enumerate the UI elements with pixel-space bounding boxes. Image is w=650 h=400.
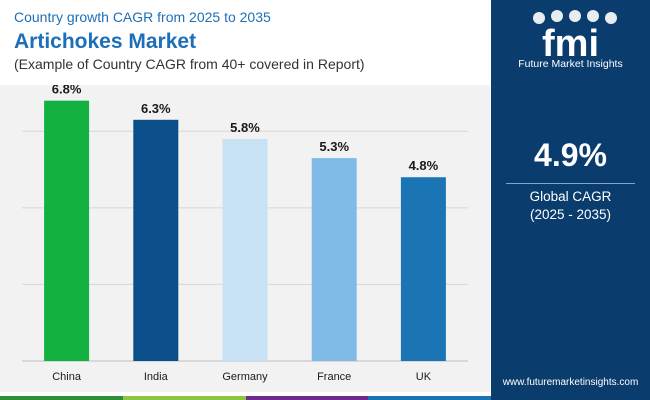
global-cagr-label: Global CAGR <box>529 189 612 204</box>
chart-header: Country growth CAGR from 2025 to 2035 Ar… <box>0 0 490 80</box>
global-cagr-value: 4.9% <box>534 137 607 173</box>
bar-chart: 6.8% China 6.3% India 5.8% Germany 5.3% France 4… <box>22 85 468 383</box>
chart-subtitle: Country growth CAGR from 2025 to 2035 <box>14 9 271 25</box>
footer-color-bar <box>0 396 491 400</box>
footer-segment-0 <box>0 396 123 400</box>
bar-uk <box>400 177 446 361</box>
fmi-logo: fmi <box>533 10 617 65</box>
kpi-divider <box>506 183 635 184</box>
tick-label-germany: Germany <box>222 371 268 383</box>
bar-china <box>44 100 90 362</box>
logo-caption: Future Market Insights <box>518 58 623 70</box>
data-label-china: 6.8% <box>52 85 82 97</box>
data-label-france: 5.3% <box>319 139 349 154</box>
bar-france <box>311 158 357 361</box>
tick-label-india: India <box>144 371 169 383</box>
sidebar-panel: fmi Future Market Insights 4.9% Global C… <box>491 0 650 400</box>
data-label-germany: 5.8% <box>230 120 260 135</box>
logo-text: fmi <box>542 23 599 65</box>
data-label-uk: 4.8% <box>409 158 439 173</box>
tick-label-china: China <box>52 371 82 383</box>
data-label-india: 6.3% <box>141 101 171 116</box>
footer-segment-2 <box>245 396 369 400</box>
chart-note: (Example of Country CAGR from 40+ covere… <box>14 56 365 72</box>
chart-title: Artichokes Market <box>14 30 197 53</box>
footer-segment-1 <box>122 396 246 400</box>
tick-label-france: France <box>317 371 351 383</box>
bar-india <box>133 119 179 361</box>
tick-label-uk: UK <box>416 371 432 383</box>
bar-germany <box>222 138 268 361</box>
footer-segment-3 <box>368 396 491 400</box>
website-url[interactable]: www.futuremarketinsights.com <box>502 377 639 388</box>
global-cagr-period: (2025 - 2035) <box>529 207 612 222</box>
